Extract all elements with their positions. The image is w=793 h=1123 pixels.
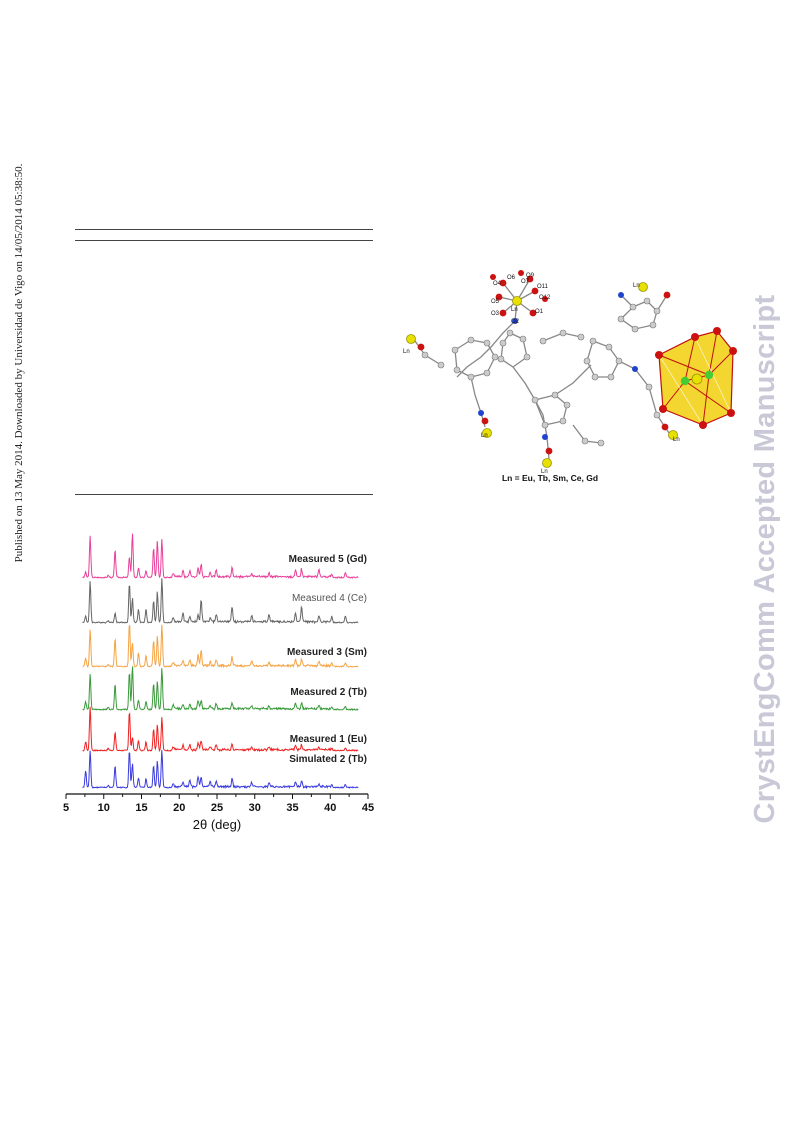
table-rule-top xyxy=(75,229,373,230)
crystal-structure-figure: O4 O6 O7 O9 O11 O12 O5 O3 Ln O1 O2 Ln Ln… xyxy=(403,270,737,483)
svg-text:O12: O12 xyxy=(539,295,551,301)
x-tick-label: 20 xyxy=(173,802,185,814)
series-label-3: Measured 3 (Sm) xyxy=(287,647,367,658)
table-rule-bottom xyxy=(75,494,373,495)
series-line-6 xyxy=(82,750,359,790)
x-tick-label: 30 xyxy=(249,802,261,814)
x-tick-label: 45 xyxy=(362,802,374,814)
svg-text:O5: O5 xyxy=(491,299,500,305)
svg-text:O2: O2 xyxy=(511,319,520,325)
svg-text:Ln: Ln xyxy=(481,433,488,439)
oxygen-atoms xyxy=(417,270,671,455)
series-line-4 xyxy=(82,666,359,712)
x-tick-label: 40 xyxy=(324,802,336,814)
series-line-1 xyxy=(82,533,359,580)
series-layer: Measured 5 (Gd) Measured 4 (Ce) Measured 3… xyxy=(82,533,367,790)
series-label-4: Measured 2 (Tb) xyxy=(290,687,367,698)
svg-text:Ln: Ln xyxy=(511,307,518,313)
x-tick-label: 15 xyxy=(135,802,147,814)
series-label-2: Measured 4 (Ce) xyxy=(292,593,367,604)
atom-labels: O4 O6 O7 O9 O11 O12 O5 O3 Ln O1 O2 Ln Ln… xyxy=(403,273,680,475)
download-notice: Published on 13 May 2014. Downloaded by … xyxy=(13,163,25,563)
series-line-5 xyxy=(82,706,359,753)
series-line-3 xyxy=(82,624,359,669)
svg-text:Ln: Ln xyxy=(673,437,680,443)
structure-caption: Ln = Eu, Tb, Sm, Ce, Gd xyxy=(502,473,598,483)
lanthanide-atoms xyxy=(406,282,678,468)
svg-text:Ln: Ln xyxy=(633,283,640,289)
svg-text:Ln: Ln xyxy=(403,349,410,355)
svg-text:O4: O4 xyxy=(493,281,502,287)
x-axis-label: 2θ (deg) xyxy=(193,817,241,832)
x-tick-label: 5 xyxy=(63,802,69,814)
svg-text:O1: O1 xyxy=(535,309,544,315)
series-label-6: Simulated 2 (Tb) xyxy=(289,754,367,765)
pxrd-chart: Measured 5 (Gd) Measured 4 (Ce) Measured 3… xyxy=(63,533,374,832)
table-rule-header xyxy=(75,240,373,241)
svg-text:O6: O6 xyxy=(507,275,516,281)
series-line-2 xyxy=(82,578,359,625)
x-axis: 5 10 15 20 25 30 35 40 45 xyxy=(63,793,374,814)
series-label-1: Measured 5 (Gd) xyxy=(289,554,367,565)
nitrogen-atoms xyxy=(478,292,638,440)
svg-text:O11: O11 xyxy=(537,284,549,290)
svg-text:O7: O7 xyxy=(521,279,530,285)
x-tick-label: 10 xyxy=(98,802,110,814)
svg-text:O3: O3 xyxy=(491,311,500,317)
svg-text:O9: O9 xyxy=(526,273,535,279)
series-label-5: Measured 1 (Eu) xyxy=(290,734,367,745)
x-tick-label: 35 xyxy=(286,802,298,814)
carbon-atoms xyxy=(421,297,661,447)
svg-text:Ln: Ln xyxy=(541,469,548,475)
coordination-polyhedron xyxy=(655,327,737,429)
x-tick-label: 25 xyxy=(211,802,223,814)
